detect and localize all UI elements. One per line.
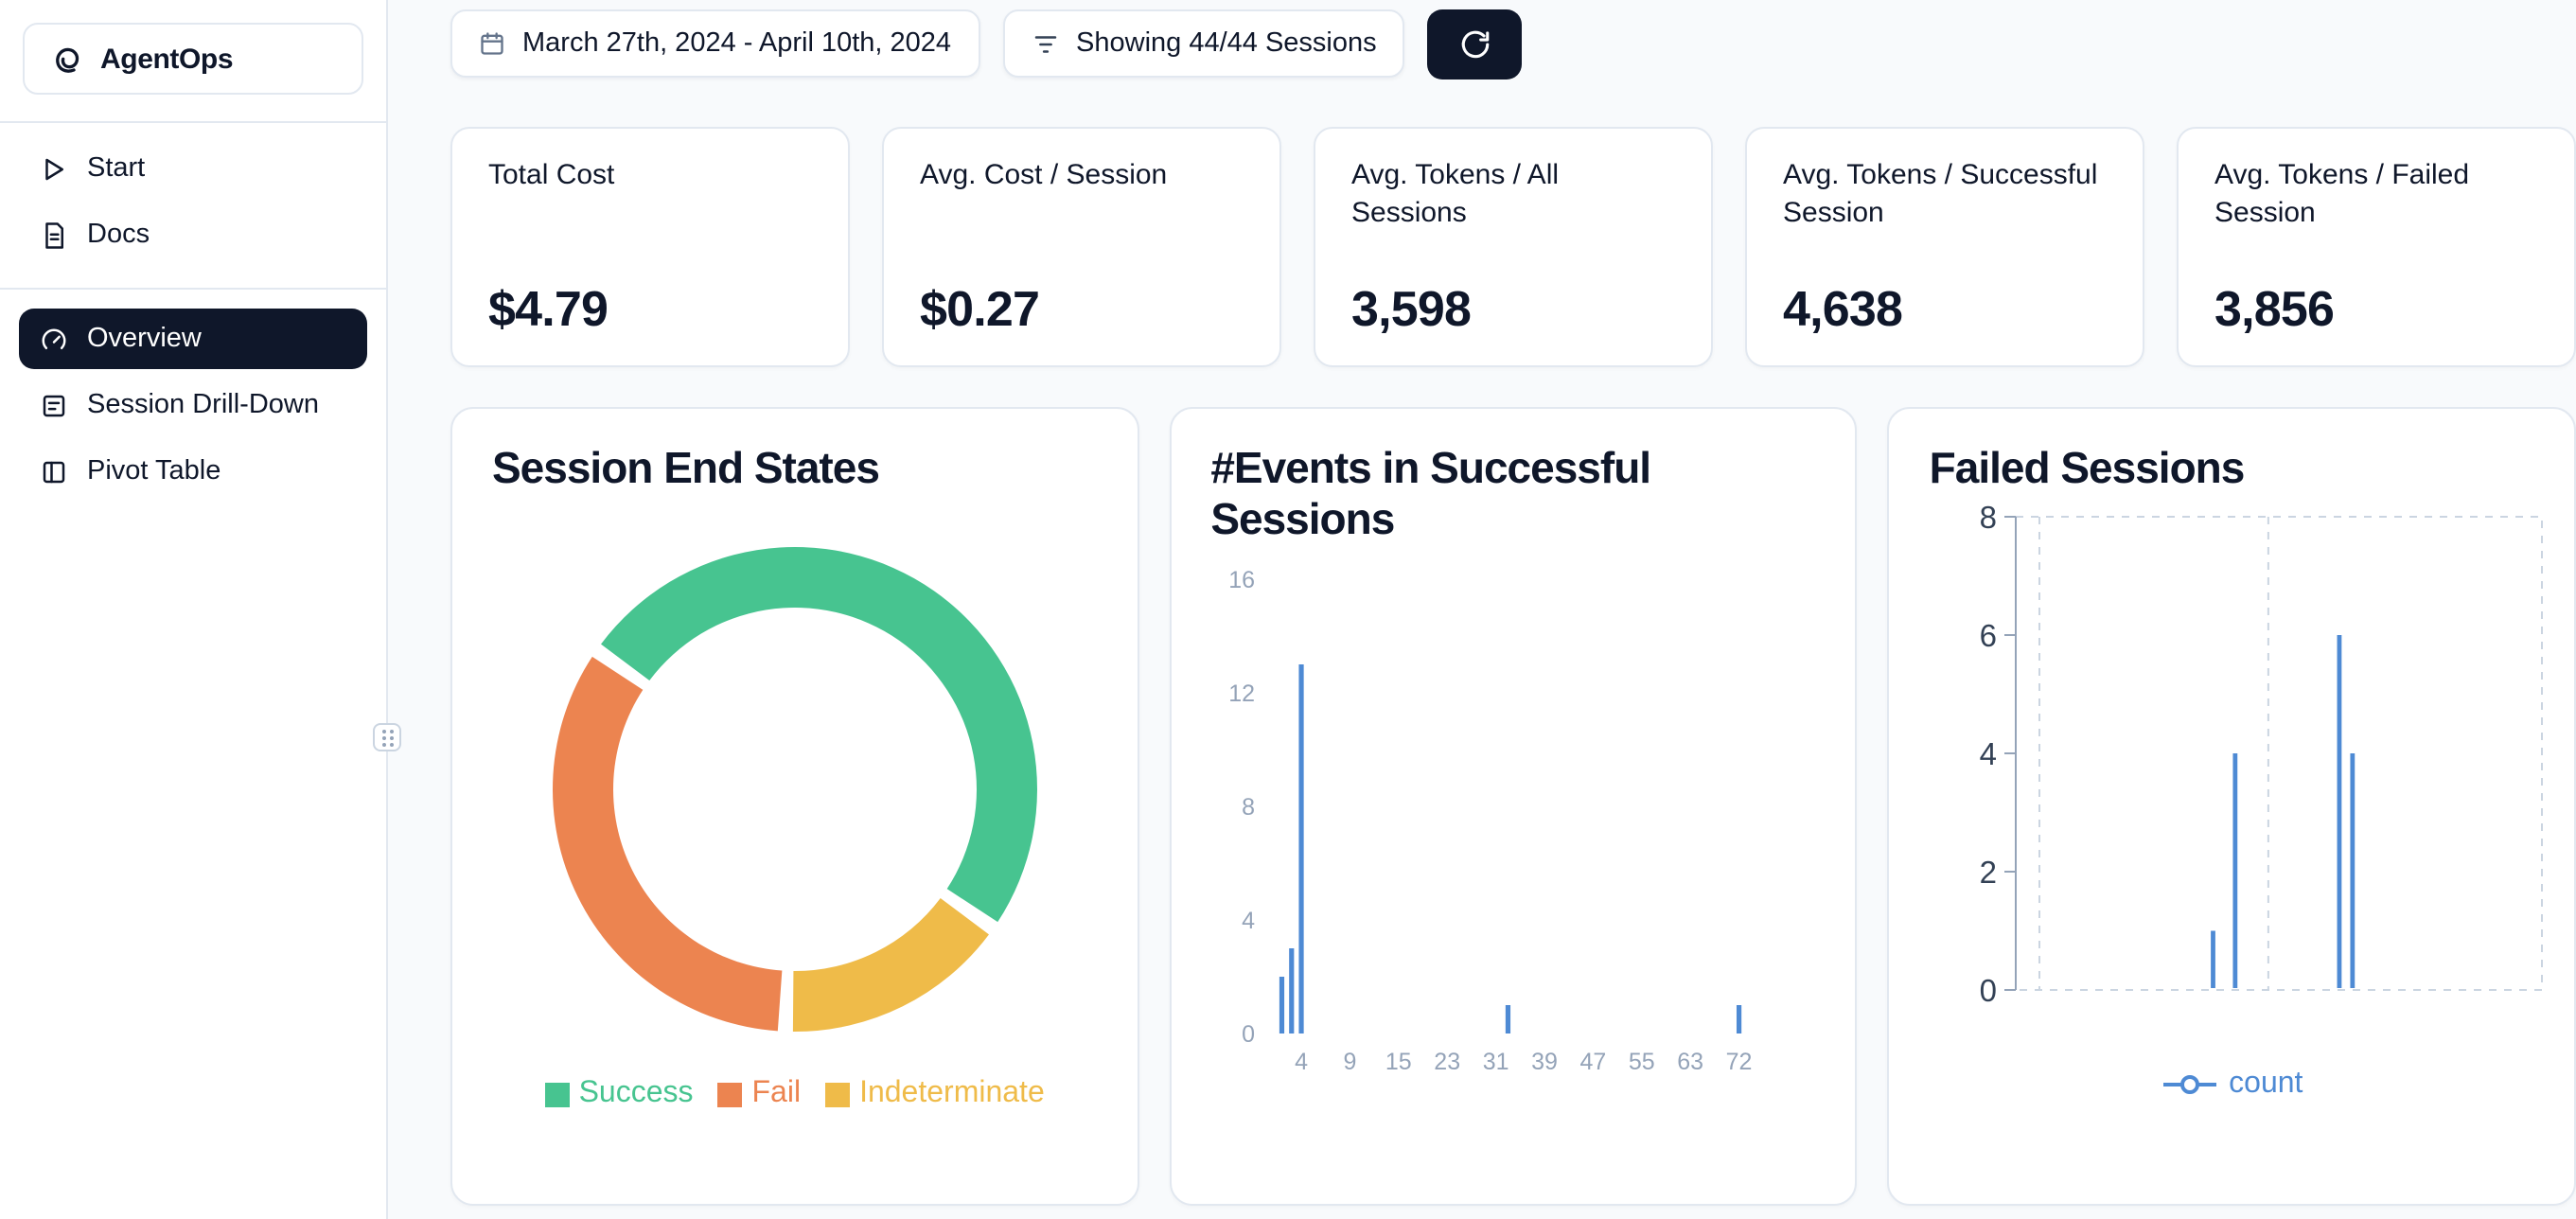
stat-card-total-cost: Total Cost $4.79 [450, 127, 850, 367]
sidebar-resize-handle[interactable] [373, 723, 401, 751]
chart-title: Session End States [492, 443, 880, 492]
sidebar-item-label: Overview [87, 324, 202, 354]
svg-text:72: 72 [1725, 1050, 1752, 1076]
sessions-filter-label: Showing 44/44 Sessions [1076, 28, 1377, 59]
app-title: AgentOps [100, 43, 234, 75]
svg-text:15: 15 [1385, 1050, 1411, 1076]
svg-text:12: 12 [1228, 681, 1255, 708]
stat-card-avg-tokens-all: Avg. Tokens / All Sessions 3,598 [1314, 127, 1713, 367]
docs-icon [40, 221, 68, 249]
agentops-logo-icon [47, 40, 85, 78]
grip-dots-icon [381, 729, 393, 746]
svg-text:6: 6 [1980, 618, 1997, 653]
svg-text:16: 16 [1228, 568, 1255, 594]
svg-text:9: 9 [1343, 1050, 1356, 1076]
donut-legend: Success Fail Indeterminate [544, 1077, 1045, 1111]
stat-value: $4.79 [488, 280, 609, 337]
legend-swatch [717, 1082, 743, 1107]
svg-text:55: 55 [1628, 1050, 1654, 1076]
calendar-icon [479, 30, 505, 57]
svg-text:8: 8 [1241, 795, 1254, 822]
filter-icon [1031, 29, 1059, 58]
svg-text:39: 39 [1530, 1050, 1557, 1076]
svg-text:4: 4 [1980, 736, 1997, 771]
stat-card-avg-tokens-successful: Avg. Tokens / Successful Session 4,638 [1745, 127, 2144, 367]
failed-sessions-chart: 0 2 4 6 8 [1980, 500, 2544, 1008]
legend-label: Success [578, 1077, 694, 1110]
failed-sessions-card: Failed Sessions 0 2 4 6 8 count [1887, 407, 2576, 1206]
sidebar-item-start[interactable]: Start [19, 138, 367, 199]
topbar: March 27th, 2024 - April 10th, 2024 Show… [450, 9, 2576, 80]
stat-value: 3,856 [2214, 280, 2335, 337]
sidebar-nav-main: Overview Session Drill-Down Pivot Table [0, 309, 386, 502]
svg-text:0: 0 [1241, 1022, 1254, 1049]
stat-value: 3,598 [1351, 280, 1472, 337]
sidebar-item-overview[interactable]: Overview [19, 309, 367, 369]
refresh-button[interactable] [1427, 9, 1523, 80]
legend-item-indeterminate: Indeterminate [825, 1077, 1045, 1111]
events-bar-chart: 0 4 8 12 16 4 9 15 23 31 39 47 55 63 72 [1228, 568, 1752, 1076]
legend-item-success: Success [544, 1077, 694, 1111]
stat-card-avg-cost-session: Avg. Cost / Session $0.27 [882, 127, 1281, 367]
stat-value: $0.27 [920, 280, 1040, 337]
sidebar-item-label: Docs [87, 220, 150, 250]
main-content: March 27th, 2024 - April 10th, 2024 Show… [388, 0, 2576, 1219]
sidebar-item-session-drill-down[interactable]: Session Drill-Down [19, 375, 367, 435]
stats-row: Total Cost $4.79 Avg. Cost / Session $0.… [450, 127, 2576, 367]
svg-text:31: 31 [1482, 1050, 1509, 1076]
sidebar: AgentOps Start Docs [0, 0, 388, 1219]
session-end-states-card: Session End States Success Fail [450, 407, 1139, 1206]
chart-title: #Events in Successful Sessions [1210, 443, 1651, 544]
legend-swatch [544, 1082, 570, 1107]
stat-label: Total Cost [488, 159, 615, 191]
sessions-filter-button[interactable]: Showing 44/44 Sessions [1002, 9, 1405, 78]
svg-text:8: 8 [1980, 500, 1997, 535]
legend-label: count [2229, 1068, 2303, 1101]
sidebar-item-docs[interactable]: Docs [19, 204, 367, 265]
sidebar-item-label: Session Drill-Down [87, 390, 319, 420]
divider [0, 288, 386, 290]
date-range-button[interactable]: March 27th, 2024 - April 10th, 2024 [450, 9, 980, 78]
events-histogram-card: #Events in Successful Sessions 0 4 8 12 16 4 9… [1169, 407, 1858, 1206]
play-icon [40, 154, 68, 183]
session-list-icon [40, 391, 68, 419]
legend-swatch [825, 1082, 851, 1107]
svg-text:63: 63 [1677, 1050, 1703, 1076]
charts-row: Session End States Success Fail [450, 407, 2576, 1206]
logo[interactable]: AgentOps [23, 23, 363, 95]
stat-label: Avg. Tokens / Failed Session [2214, 159, 2470, 230]
svg-text:4: 4 [1294, 1050, 1307, 1076]
stat-label: Avg. Tokens / Successful Session [1783, 159, 2098, 230]
sidebar-item-label: Pivot Table [87, 456, 221, 486]
svg-text:4: 4 [1241, 909, 1254, 935]
legend-label: Fail [751, 1077, 802, 1110]
stat-label: Avg. Cost / Session [920, 159, 1168, 191]
sidebar-nav-top: Start Docs [0, 138, 386, 265]
pivot-table-icon [40, 457, 68, 486]
svg-text:2: 2 [1980, 855, 1997, 890]
refresh-icon [1459, 28, 1491, 61]
sidebar-item-pivot-table[interactable]: Pivot Table [19, 441, 367, 502]
line-legend-marker-icon [2162, 1075, 2216, 1095]
session-end-states-donut-chart [552, 547, 1037, 1033]
legend-label: Indeterminate [859, 1077, 1045, 1110]
legend-item-fail: Fail [717, 1077, 802, 1111]
chart-title: Failed Sessions [1929, 443, 2246, 492]
gauge-icon [40, 325, 68, 353]
stat-value: 4,638 [1783, 280, 1903, 337]
sidebar-item-label: Start [87, 153, 146, 184]
svg-text:47: 47 [1579, 1050, 1606, 1076]
svg-text:23: 23 [1434, 1050, 1460, 1076]
failed-sessions-legend: count [1930, 1068, 2534, 1102]
stat-card-avg-tokens-failed: Avg. Tokens / Failed Session 3,856 [2177, 127, 2576, 367]
svg-text:0: 0 [1980, 973, 1997, 1008]
stat-label: Avg. Tokens / All Sessions [1351, 159, 1560, 230]
date-range-label: March 27th, 2024 - April 10th, 2024 [522, 28, 952, 59]
divider [0, 121, 386, 123]
